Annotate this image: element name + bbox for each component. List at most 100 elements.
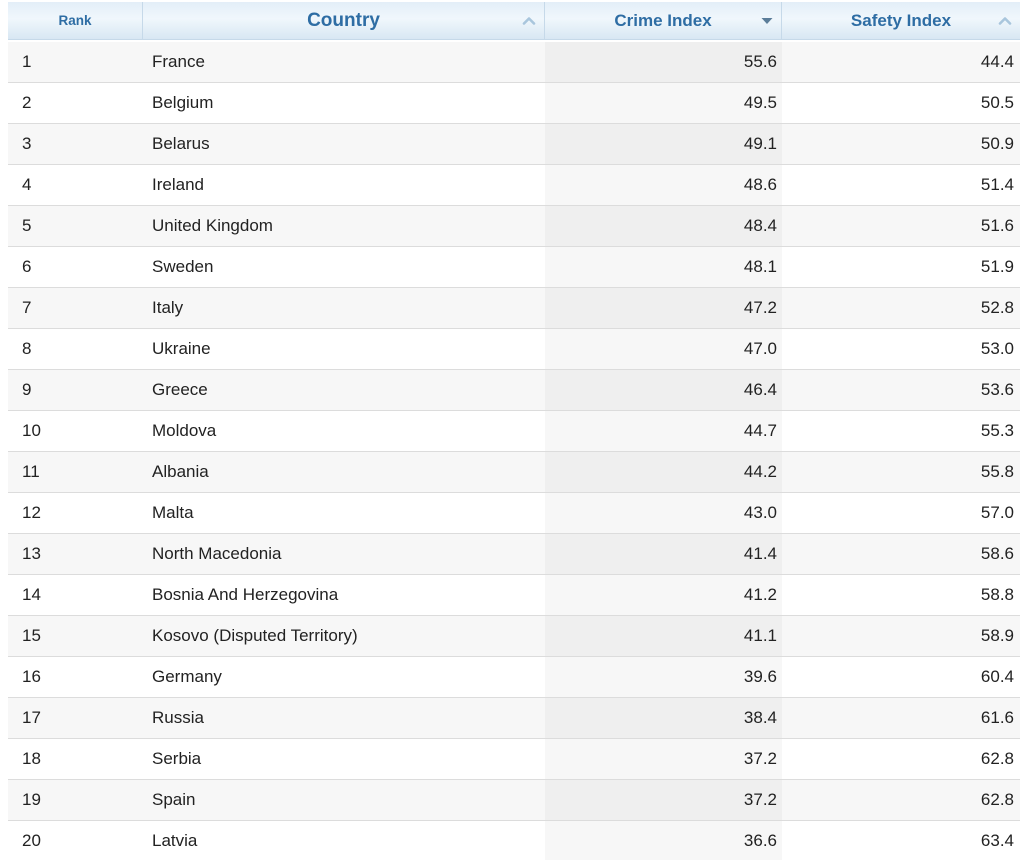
table-row: 12 Malta 43.0 57.0: [8, 493, 1020, 534]
column-header-safety-index[interactable]: Safety Index: [782, 2, 1020, 39]
rank-cell: 19: [22, 790, 41, 809]
table-row: 20 Latvia 36.6 63.4: [8, 821, 1020, 860]
safety-index-cell: 53.0: [980, 339, 1014, 358]
table-row: 16 Germany 39.6 60.4: [8, 657, 1020, 698]
crime-index-cell: 47.0: [545, 329, 782, 369]
table-row: 19 Spain 37.2 62.8: [8, 780, 1020, 821]
country-cell: Italy: [152, 298, 184, 317]
rank-cell: 6: [22, 257, 32, 276]
table-row: 14 Bosnia And Herzegovina 41.2 58.8: [8, 575, 1020, 616]
table-row: 10 Moldova 44.7 55.3: [8, 411, 1020, 452]
country-cell: Albania: [152, 462, 209, 481]
crime-index-cell: 41.4: [545, 534, 782, 574]
crime-index-cell: 38.4: [545, 698, 782, 738]
safety-index-cell: 51.9: [980, 257, 1014, 276]
safety-index-cell: 44.4: [980, 52, 1014, 71]
table-row: 4 Ireland 48.6 51.4: [8, 165, 1020, 206]
safety-index-cell: 51.4: [980, 175, 1014, 194]
rank-cell: 8: [22, 339, 32, 358]
table-row: 9 Greece 46.4 53.6: [8, 370, 1020, 411]
column-header-rank: Rank: [8, 2, 143, 39]
country-cell: Belarus: [152, 134, 210, 153]
crime-index-cell: 43.0: [545, 493, 782, 533]
table-row: 15 Kosovo (Disputed Territory) 41.1 58.9: [8, 616, 1020, 657]
rank-cell: 10: [22, 421, 41, 440]
country-cell: North Macedonia: [152, 544, 282, 563]
rank-cell: 15: [22, 626, 41, 645]
crime-index-cell: 41.2: [545, 575, 782, 615]
crime-index-cell: 44.7: [545, 411, 782, 451]
rank-cell: 7: [22, 298, 32, 317]
rank-cell: 13: [22, 544, 41, 563]
safety-index-cell: 58.9: [980, 626, 1014, 645]
country-cell: Sweden: [152, 257, 214, 276]
crime-index-cell: 48.4: [545, 206, 782, 246]
column-header-label: Country: [307, 9, 380, 31]
safety-index-cell: 55.3: [980, 421, 1014, 440]
table-body: 1 France 55.6 44.4 2 Belgium 49.5 50.5 3…: [8, 42, 1020, 860]
rank-cell: 20: [22, 831, 41, 850]
crime-index-cell: 46.4: [545, 370, 782, 410]
table-row: 3 Belarus 49.1 50.9: [8, 124, 1020, 165]
rank-cell: 17: [22, 708, 41, 727]
crime-index-cell: 37.2: [545, 780, 782, 820]
column-header-label: Rank: [58, 13, 92, 28]
crime-index-cell: 39.6: [545, 657, 782, 697]
crime-index-cell: 49.1: [545, 124, 782, 164]
rank-cell: 9: [22, 380, 32, 399]
table-header-row: Rank Country Crime Index Saf: [8, 2, 1020, 40]
table-row: 2 Belgium 49.5 50.5: [8, 83, 1020, 124]
safety-index-cell: 62.8: [980, 749, 1014, 768]
table-row: 8 Ukraine 47.0 53.0: [8, 329, 1020, 370]
safety-index-cell: 62.8: [980, 790, 1014, 809]
column-header-country[interactable]: Country: [143, 2, 545, 39]
rank-cell: 11: [22, 462, 40, 481]
crime-index-cell: 44.2: [545, 452, 782, 492]
sort-ascending-icon: [998, 16, 1012, 25]
country-cell: Spain: [152, 790, 196, 809]
sort-ascending-icon: [522, 16, 536, 25]
crime-index-cell: 47.2: [545, 288, 782, 328]
rank-cell: 1: [22, 52, 32, 71]
safety-index-cell: 53.6: [980, 380, 1014, 399]
rank-cell: 2: [22, 93, 32, 112]
safety-index-cell: 55.8: [980, 462, 1014, 481]
country-cell: Latvia: [152, 831, 198, 850]
safety-index-cell: 52.8: [980, 298, 1014, 317]
crime-index-cell: 48.6: [545, 165, 782, 205]
rank-cell: 16: [22, 667, 41, 686]
safety-index-cell: 58.8: [980, 585, 1014, 604]
country-cell: United Kingdom: [152, 216, 273, 235]
crime-index-cell: 41.1: [545, 616, 782, 656]
rank-cell: 5: [22, 216, 32, 235]
crime-index-cell: 49.5: [545, 83, 782, 123]
crime-index-cell: 37.2: [545, 739, 782, 779]
crime-index-cell: 55.6: [545, 42, 782, 82]
rank-cell: 4: [22, 175, 32, 194]
country-cell: Greece: [152, 380, 208, 399]
safety-index-cell: 61.6: [980, 708, 1014, 727]
table-row: 17 Russia 38.4 61.6: [8, 698, 1020, 739]
crime-index-cell: 36.6: [545, 821, 782, 860]
table-row: 6 Sweden 48.1 51.9: [8, 247, 1020, 288]
table-row: 11 Albania 44.2 55.8: [8, 452, 1020, 493]
column-header-crime-index[interactable]: Crime Index: [545, 2, 782, 39]
safety-index-cell: 57.0: [980, 503, 1014, 522]
table-row: 13 North Macedonia 41.4 58.6: [8, 534, 1020, 575]
country-cell: Ireland: [152, 175, 204, 194]
table-row: 5 United Kingdom 48.4 51.6: [8, 206, 1020, 247]
table-row: 1 France 55.6 44.4: [8, 42, 1020, 83]
safety-index-cell: 60.4: [980, 667, 1014, 686]
safety-index-cell: 63.4: [980, 831, 1014, 850]
column-header-label: Safety Index: [850, 10, 952, 30]
rankings-table: Rank Country Crime Index Saf: [8, 2, 1020, 860]
country-cell: Serbia: [152, 749, 202, 768]
rank-cell: 3: [22, 134, 32, 153]
country-cell: Bosnia And Herzegovina: [152, 585, 339, 604]
table-row: 7 Italy 47.2 52.8: [8, 288, 1020, 329]
country-cell: Russia: [152, 708, 204, 727]
country-cell: Germany: [152, 667, 222, 686]
rank-cell: 14: [22, 585, 41, 604]
sort-descending-active-icon: [761, 17, 773, 24]
